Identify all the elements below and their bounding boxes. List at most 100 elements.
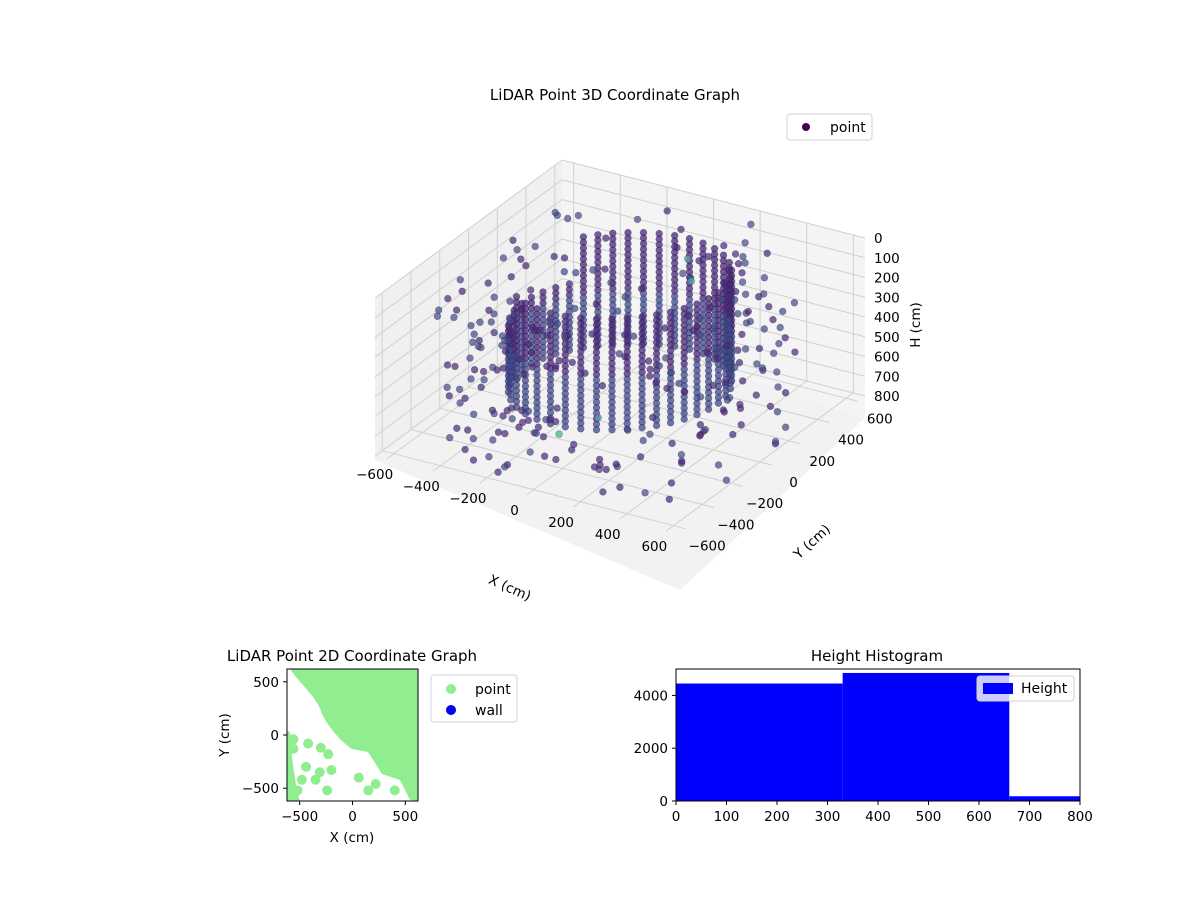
- x-tick-label-hist: 300: [815, 809, 841, 825]
- lidar-point: [509, 236, 517, 245]
- point-dot: [310, 774, 321, 785]
- x-tick-label-3d: −200: [449, 491, 486, 507]
- point-dot: [389, 785, 400, 796]
- lidar-point: [461, 394, 469, 402]
- lidar-point: [456, 399, 464, 407]
- lidar-point: [724, 316, 733, 324]
- lidar-point: [599, 488, 607, 496]
- lidar-point: [553, 404, 561, 412]
- lidar-point: [560, 332, 569, 340]
- lidar-point: [592, 426, 601, 434]
- lidar-point: [704, 252, 713, 261]
- lidar-point: [608, 426, 616, 434]
- lidar-point: [673, 243, 681, 252]
- lidar-point: [467, 375, 475, 383]
- lidar-point: [706, 303, 714, 312]
- lidar-point: [720, 241, 728, 250]
- lidar-point: [485, 306, 493, 314]
- lidar-point: [645, 372, 654, 380]
- lidar-point: [493, 366, 501, 374]
- z-tick-label-3d: 800: [874, 389, 900, 405]
- lidar-point: [722, 476, 731, 484]
- lidar-point: [572, 269, 580, 277]
- lidar-point: [624, 426, 632, 434]
- lidar-point: [693, 410, 701, 419]
- lidar-point: [560, 254, 569, 262]
- z-tick-label-3d: 0: [874, 231, 883, 247]
- lidar-point: [737, 421, 745, 429]
- lidar-point: [470, 330, 478, 338]
- lidar-point: [515, 423, 523, 431]
- grid-line-z: [374, 159, 866, 299]
- x-tick-label-3d: 200: [548, 515, 574, 531]
- lidar-point: [742, 319, 751, 327]
- lidar-point: [655, 362, 663, 370]
- grid-line-z: [374, 179, 866, 319]
- lidar-point: [663, 384, 671, 393]
- histogram-bar: [676, 683, 843, 801]
- y-tick-label-2d: 0: [270, 728, 279, 744]
- lidar-point: [552, 455, 560, 464]
- lidar-point: [738, 377, 747, 385]
- lidar-point: [721, 379, 730, 387]
- lidar-point: [667, 479, 676, 487]
- lidar-point: [560, 268, 568, 276]
- lidar-point: [450, 313, 458, 322]
- lidar-point: [741, 239, 749, 247]
- lidar-point: [435, 306, 443, 314]
- y-tick-label-3d: −400: [717, 517, 754, 533]
- lidar-point: [687, 277, 695, 285]
- lidar-point: [693, 323, 701, 331]
- point-dot: [288, 734, 299, 745]
- lidar-point: [524, 407, 533, 415]
- lidar-point: [480, 376, 488, 384]
- lidar-point: [524, 340, 533, 348]
- legend-2d-wall-label: wall: [475, 703, 503, 719]
- lidar-point: [648, 413, 657, 422]
- lidar-point: [695, 257, 703, 265]
- lidar-point: [755, 344, 764, 353]
- lidar-point: [616, 483, 624, 491]
- histogram-title: Height Histogram: [811, 647, 943, 665]
- lidar-point: [445, 392, 453, 400]
- lidar-point: [602, 234, 610, 242]
- lidar-point: [641, 489, 649, 497]
- z-tick-label-3d: 700: [874, 369, 900, 385]
- lidar-2d-plot: LiDAR Point 2D Coordinate Graph −500 0 500…: [217, 647, 518, 846]
- lidar-point: [738, 269, 746, 277]
- lidar-point: [683, 255, 692, 263]
- lidar-point: [747, 220, 755, 229]
- lidar-point: [675, 379, 683, 388]
- lidar-point: [766, 402, 775, 410]
- lidar-point: [531, 242, 539, 251]
- lidar-point: [551, 208, 559, 217]
- lidar-point: [507, 273, 515, 281]
- lidar-point: [701, 425, 710, 434]
- lidar-point: [727, 377, 736, 385]
- y-tick-label-2d: −500: [242, 781, 279, 797]
- lidar-point: [769, 315, 777, 324]
- lidar-point: [589, 266, 597, 274]
- lidar-point: [540, 452, 549, 460]
- lidar-point: [433, 312, 442, 320]
- x-tick-label-3d: 0: [510, 503, 519, 519]
- lidar-point: [638, 423, 646, 432]
- lidar-point: [452, 306, 461, 314]
- lidar-point: [487, 318, 495, 326]
- point-dot: [288, 743, 299, 754]
- lidar-point: [722, 353, 731, 362]
- lidar-point: [484, 279, 492, 287]
- lidar-point: [470, 410, 478, 418]
- lidar-point: [527, 348, 535, 357]
- lidar-point: [508, 415, 516, 423]
- lidar-point: [517, 406, 526, 415]
- lidar-point: [776, 323, 784, 332]
- lidar-point: [731, 363, 739, 371]
- lidar-point: [724, 266, 733, 274]
- point-dot: [301, 761, 312, 772]
- lidar-point: [477, 383, 485, 391]
- histogram-bar: [1009, 796, 1080, 801]
- x-tick-label-2d: −500: [281, 809, 318, 825]
- grid-line-z: [374, 297, 866, 437]
